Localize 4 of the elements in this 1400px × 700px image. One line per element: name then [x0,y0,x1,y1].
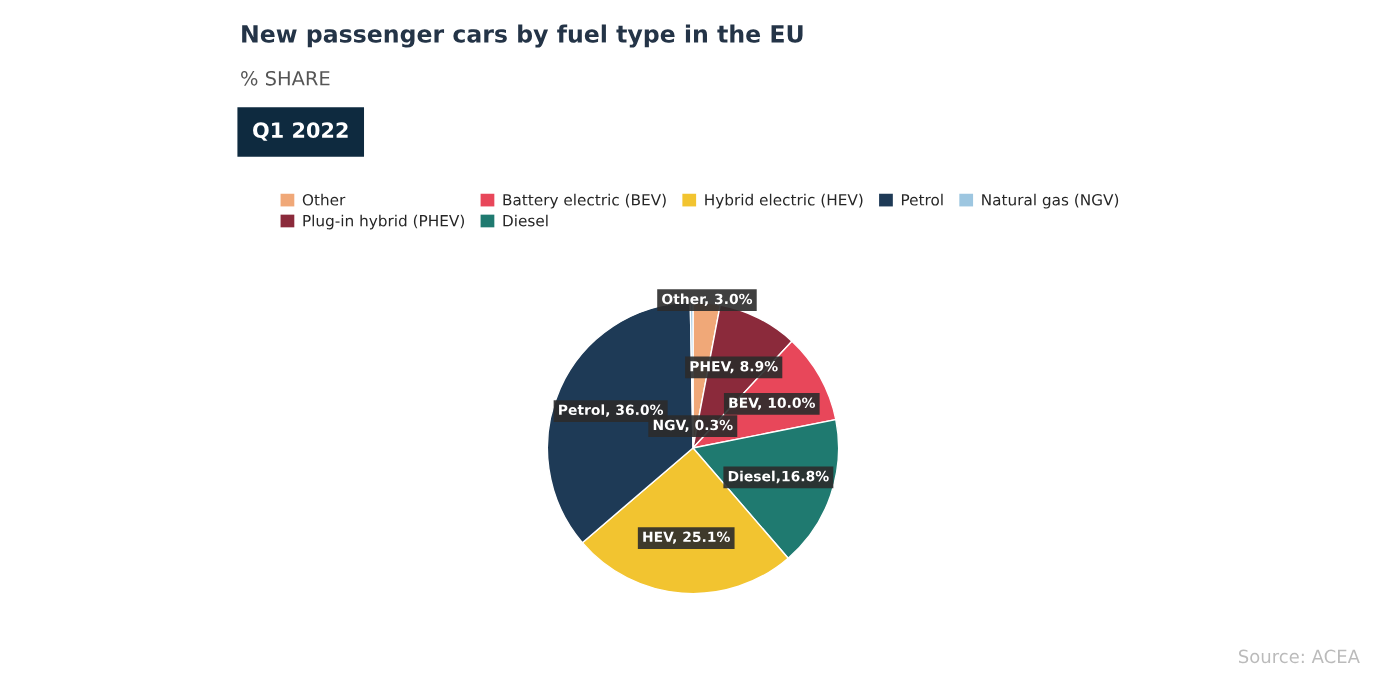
source-note: Source: ACEA [1238,649,1360,664]
text: Q1 2022 [253,122,348,141]
chart-subtitle: % SHARE [241,70,330,86]
chart-title: New passenger cars by fuel type in the EU [242,24,803,48]
